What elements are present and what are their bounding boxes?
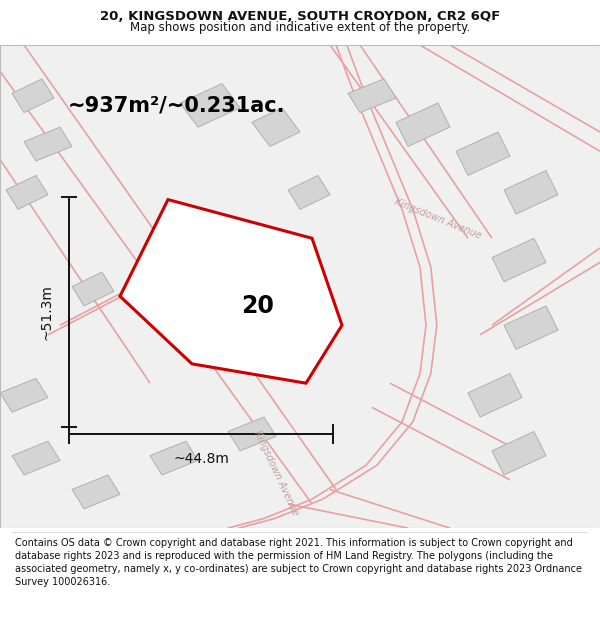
Text: Contains OS data © Crown copyright and database right 2021. This information is : Contains OS data © Crown copyright and d…	[15, 538, 582, 588]
Polygon shape	[228, 417, 276, 451]
Polygon shape	[12, 79, 54, 112]
Polygon shape	[456, 132, 510, 176]
Polygon shape	[120, 199, 342, 383]
Polygon shape	[468, 374, 522, 417]
Polygon shape	[348, 79, 396, 112]
Polygon shape	[180, 84, 240, 127]
Polygon shape	[492, 238, 546, 282]
Text: ~51.3m: ~51.3m	[40, 284, 54, 340]
Polygon shape	[0, 378, 48, 412]
Polygon shape	[6, 176, 48, 209]
Text: Kingsdown Avenue: Kingsdown Avenue	[393, 197, 483, 241]
Polygon shape	[288, 176, 330, 209]
Polygon shape	[24, 127, 72, 161]
Polygon shape	[72, 475, 120, 509]
Text: 20, KINGSDOWN AVENUE, SOUTH CROYDON, CR2 6QF: 20, KINGSDOWN AVENUE, SOUTH CROYDON, CR2…	[100, 10, 500, 23]
Polygon shape	[396, 103, 450, 146]
Polygon shape	[492, 431, 546, 475]
Text: Map shows position and indicative extent of the property.: Map shows position and indicative extent…	[130, 21, 470, 34]
Polygon shape	[12, 441, 60, 475]
Text: 20: 20	[242, 294, 274, 318]
Polygon shape	[180, 214, 222, 248]
Polygon shape	[150, 441, 198, 475]
Polygon shape	[504, 306, 558, 349]
Polygon shape	[504, 171, 558, 214]
Text: ~44.8m: ~44.8m	[173, 452, 229, 466]
Polygon shape	[72, 272, 114, 306]
Polygon shape	[252, 107, 300, 146]
Text: ~937m²/~0.231ac.: ~937m²/~0.231ac.	[68, 96, 286, 116]
Text: Kingsdown Avenue: Kingsdown Avenue	[252, 428, 300, 517]
